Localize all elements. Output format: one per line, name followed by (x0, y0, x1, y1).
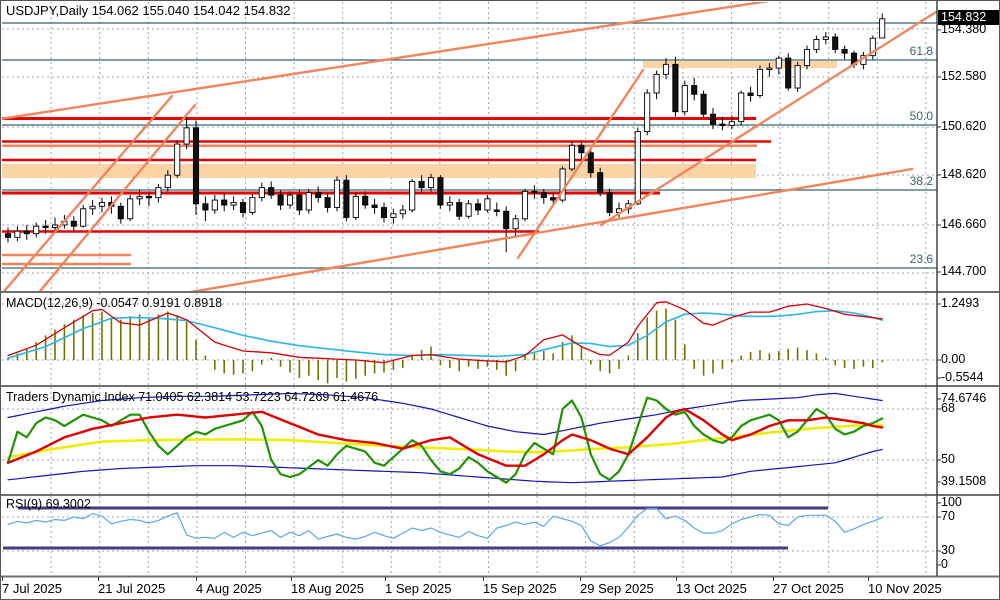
fib-level-label: 61.8 (909, 44, 933, 58)
scale-tick-label: 68 (941, 401, 955, 415)
date-tick-label: 13 Oct 2025 (676, 581, 747, 596)
date-tick-label: 4 Aug 2025 (196, 581, 262, 596)
scale-tick-label: 1.2493 (941, 296, 980, 310)
macd-panel (2, 293, 937, 385)
date-tick-label: 15 Sep 2025 (483, 581, 557, 596)
fib-level-label: 50.0 (909, 109, 933, 123)
date-tick-label: 7 Jul 2025 (2, 581, 62, 596)
tdi-indicator-label: Traders Dynamic Index 71.0405 62.3814 53… (6, 390, 379, 404)
scale-tick-label: 30 (941, 543, 955, 557)
date-tick-label: 29 Sep 2025 (580, 581, 654, 596)
scale-tick-label: 50 (941, 452, 955, 466)
scale-tick-label: 0 (941, 557, 948, 571)
scale-tick-label: 146.660 (941, 217, 987, 231)
scale-tick-label: 39.1508 (941, 474, 987, 488)
rsi-panel (2, 496, 937, 576)
date-tick-label: 10 Nov 2025 (868, 581, 942, 596)
date-tick-label: 21 Jul 2025 (98, 581, 166, 596)
scale-tick-label: 74.6746 (941, 391, 987, 405)
scale-tick-label: 144.700 (941, 264, 987, 278)
tdi-panel (2, 387, 937, 494)
scale-tick-label: -0.5544 (941, 370, 984, 384)
scale-tick-label: 100 (941, 495, 962, 509)
fib-level-label: 38.2 (909, 174, 933, 188)
macd-indicator-label: MACD(12,26,9) -0.0547 0.9191 0.8918 (6, 296, 223, 310)
fib-level-label: 23.6 (909, 252, 933, 266)
date-tick-label: 18 Aug 2025 (291, 581, 365, 596)
scale-tick-label: 152.580 (941, 69, 987, 83)
scale-tick-label: 70 (941, 509, 955, 523)
chart-title: USDJPY,Daily 154.062 155.040 154.042 154… (6, 3, 291, 18)
scale-tick-label: 150.620 (941, 119, 987, 133)
rsi-indicator-label: RSI(9) 69.3002 (6, 497, 91, 511)
main-panel (2, 2, 937, 291)
scale-tick-label: 148.620 (941, 167, 987, 181)
date-tick-label: 1 Sep 2025 (385, 581, 452, 596)
scale-tick-label: 0.00 (941, 352, 966, 366)
date-tick-label: 27 Oct 2025 (773, 581, 844, 596)
current-price-badge: 154.832 (938, 10, 999, 25)
scale-tick-label: 154.380 (941, 22, 987, 36)
